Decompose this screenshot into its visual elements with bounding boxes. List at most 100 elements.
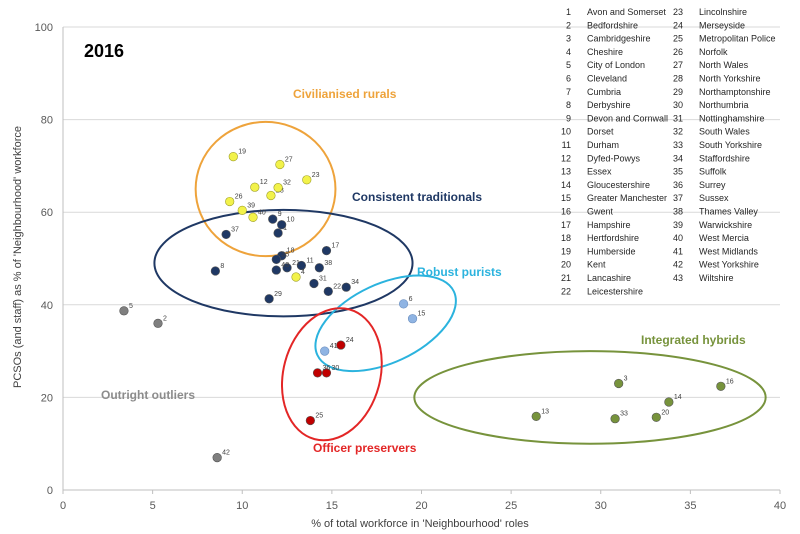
y-tick-label: 20 <box>41 392 53 404</box>
legend-number: 35 <box>673 167 683 177</box>
cluster-label: Consistent traditionals <box>352 190 482 204</box>
legend-name: Cleveland <box>587 74 627 84</box>
point-label: 33 <box>620 411 628 418</box>
y-axis-title: PCSOs (and staff) as % of 'Neighbourhood… <box>12 126 24 388</box>
point-label: 17 <box>331 243 339 250</box>
legend-name: Hertfordshire <box>587 233 639 243</box>
legend-number: 6 <box>566 74 571 84</box>
data-point <box>250 182 260 192</box>
x-tick-label: 5 <box>150 500 156 512</box>
legend-name: Suffolk <box>699 167 727 177</box>
legend-name: West Midlands <box>699 246 758 256</box>
data-points: 1234568910111213141516171819202122232425… <box>119 149 734 463</box>
legend-number: 41 <box>673 246 683 256</box>
x-tick-label: 25 <box>505 500 517 512</box>
legend-number: 19 <box>561 246 571 256</box>
legend-name: Dorset <box>587 127 614 137</box>
data-point <box>153 318 163 328</box>
y-tick-label: 80 <box>41 115 53 127</box>
legend-number: 18 <box>561 233 571 243</box>
legend-number: 25 <box>673 34 683 44</box>
legend-name: Northumbria <box>699 100 749 110</box>
legend-name: Merseyside <box>699 20 745 30</box>
data-point <box>277 220 287 230</box>
legend-number: 31 <box>673 113 683 123</box>
point-label: 25 <box>315 413 323 420</box>
legend-name: Metropolitan Police <box>699 34 776 44</box>
data-point <box>271 254 281 265</box>
x-tick-label: 10 <box>236 500 248 512</box>
legend-name: Derbyshire <box>587 100 631 110</box>
data-point <box>210 266 220 276</box>
legend-number: 32 <box>673 127 683 137</box>
point-label: 11 <box>306 257 313 264</box>
legend-number: 42 <box>673 260 683 270</box>
legend-number: 17 <box>561 220 571 230</box>
legend-name: Essex <box>587 167 612 177</box>
data-point <box>296 260 307 271</box>
data-point <box>282 263 292 273</box>
data-point <box>664 397 674 407</box>
cluster-label: Integrated hybrids <box>641 333 746 347</box>
legend-number: 3 <box>566 34 571 44</box>
legend-name: Warwickshire <box>699 220 752 230</box>
legend-name: Staffordshire <box>699 153 750 163</box>
cluster-ellipse <box>153 208 414 318</box>
point-label: 16 <box>726 378 734 385</box>
point-label: 19 <box>238 149 246 156</box>
point-label: 9 <box>278 211 282 218</box>
legend-number: 7 <box>566 87 571 97</box>
legend-number: 23 <box>673 7 683 17</box>
data-point <box>264 294 274 304</box>
legend-name: Greater Manchester <box>587 193 667 203</box>
point-label: 3 <box>624 376 628 383</box>
chart-title: 2016 <box>84 41 124 61</box>
point-label: 40 <box>258 209 266 216</box>
legend-number: 8 <box>566 100 571 110</box>
legend-number: 34 <box>673 153 683 163</box>
data-point <box>610 414 620 424</box>
legend-number: 43 <box>673 273 683 283</box>
cluster-label: Civilianised rurals <box>293 87 397 101</box>
data-point <box>273 183 283 193</box>
legend-name: Durham <box>587 140 619 150</box>
legend-name: South Wales <box>699 127 750 137</box>
data-point <box>320 346 330 356</box>
x-tick-label: 35 <box>684 500 696 512</box>
legend-number: 2 <box>566 20 571 30</box>
legend-number: 29 <box>673 87 683 97</box>
x-tick-label: 0 <box>60 500 66 512</box>
cluster-ellipse <box>281 307 383 442</box>
data-point <box>237 205 247 215</box>
legend-number: 36 <box>673 180 683 190</box>
x-tick-labels: 0 5 10 15 20 25 30 35 40 <box>60 490 786 512</box>
y-tick-label: 0 <box>47 485 53 497</box>
legend-name: Gwent <box>587 207 614 217</box>
point-label: 42 <box>222 450 230 457</box>
legend-name: Humberside <box>587 246 636 256</box>
point-label: 41 <box>330 343 338 350</box>
point-label: 14 <box>674 394 682 401</box>
legend-name: Norfolk <box>699 47 728 57</box>
data-point <box>273 228 283 238</box>
cluster-label: Officer preservers <box>313 441 417 455</box>
legend-number: 12 <box>561 153 571 163</box>
data-point <box>614 378 624 389</box>
legend-number: 5 <box>566 60 571 70</box>
y-tick-label: 100 <box>35 22 53 34</box>
legend-name: North Wales <box>699 60 749 70</box>
data-point <box>305 415 315 426</box>
point-label: 4 <box>301 269 305 276</box>
point-label: 39 <box>247 202 255 209</box>
point-label: 35 <box>281 251 289 258</box>
point-label: 12 <box>260 179 268 186</box>
legend-name: West Yorkshire <box>699 260 759 270</box>
x-tick-label: 15 <box>326 500 338 512</box>
legend-name: Surrey <box>699 180 726 190</box>
y-tick-label: 40 <box>41 300 53 312</box>
data-point <box>309 278 319 289</box>
legend-name: Avon and Somerset <box>587 7 666 17</box>
legend-name: Lancashire <box>587 273 631 283</box>
legend-name: Leicestershire <box>587 286 643 296</box>
